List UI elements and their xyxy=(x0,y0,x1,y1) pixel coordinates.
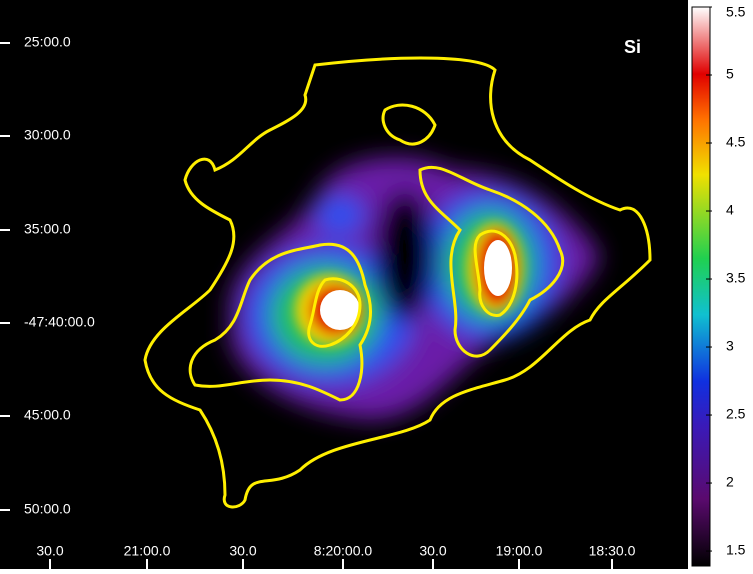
x-tick-label: 21:00.0 xyxy=(124,543,171,559)
x-tick-label: 18:30.0 xyxy=(589,543,636,559)
x-tick-label: 8:20:00.0 xyxy=(314,543,373,559)
colorbar-tick-label: 4 xyxy=(726,202,734,218)
colorbar-tick-label: 5.5 xyxy=(726,4,746,20)
colorbar-tick-label: 2 xyxy=(726,474,734,490)
map-label: Si xyxy=(624,37,641,57)
x-tick-label: 30.0 xyxy=(36,543,63,559)
colorbar-tick-label: 3.5 xyxy=(726,270,746,286)
colorbar-tick-label: 3 xyxy=(726,338,734,354)
y-tick-label: 45:00.0 xyxy=(24,407,71,423)
y-tick-label: -47:40:00.0 xyxy=(24,314,95,330)
y-tick-label: 35:00.0 xyxy=(24,221,71,237)
x-tick-label: 30.0 xyxy=(229,543,256,559)
x-tick-label: 19:00.0 xyxy=(496,543,543,559)
contours xyxy=(143,56,652,509)
colorbar-tick-label: 2.5 xyxy=(726,406,746,422)
colorbar-tick-label: 1.5 xyxy=(726,542,746,558)
colorbar-tick-label: 5 xyxy=(726,66,734,82)
colorbar-tick-label: 4.5 xyxy=(726,134,746,150)
y-tick-label: 50:00.0 xyxy=(24,501,71,517)
y-tick-label: 25:00.0 xyxy=(24,34,71,50)
emission-map xyxy=(230,156,600,420)
colorbar xyxy=(691,6,711,567)
y-tick-label: 30:00.0 xyxy=(24,127,71,143)
x-tick-label: 30.0 xyxy=(419,543,446,559)
